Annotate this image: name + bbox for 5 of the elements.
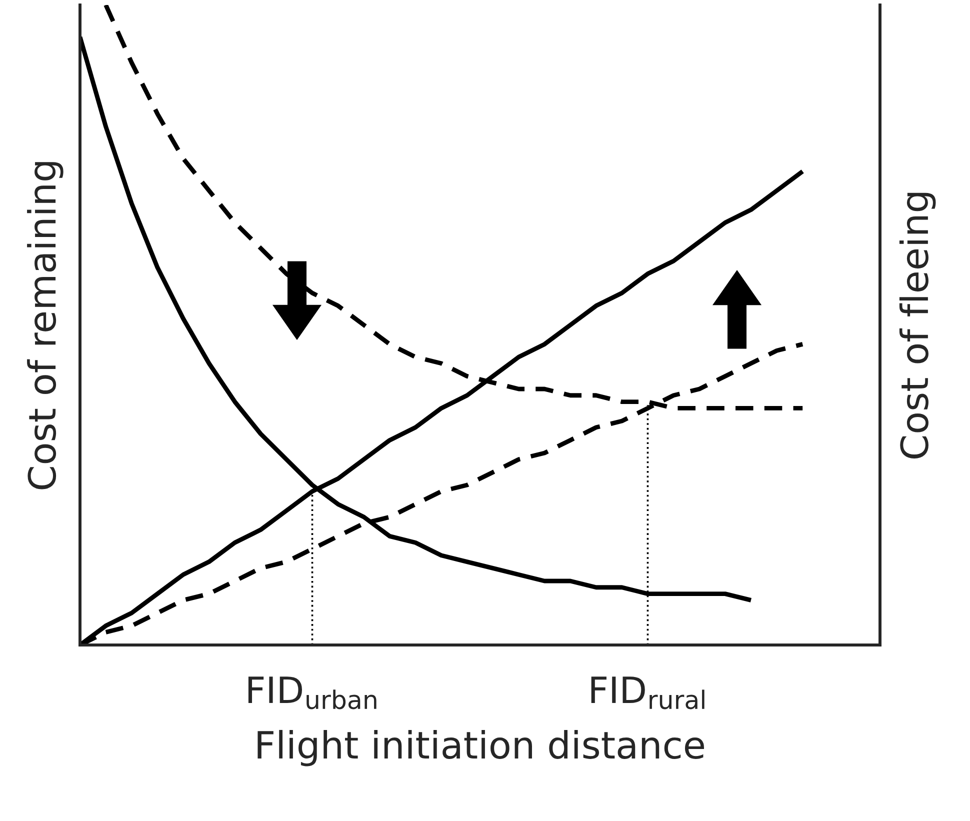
x-tick-label: FID$_{rural}$ — [591, 676, 704, 710]
x-axis-title: Flight initiation distance — [258, 730, 704, 766]
y2-axis-title: Cost of fleeing — [899, 192, 936, 458]
x-tick-label: FID$_{urban}$ — [248, 676, 376, 710]
y-axis-title: Cost of remaining — [27, 162, 64, 490]
